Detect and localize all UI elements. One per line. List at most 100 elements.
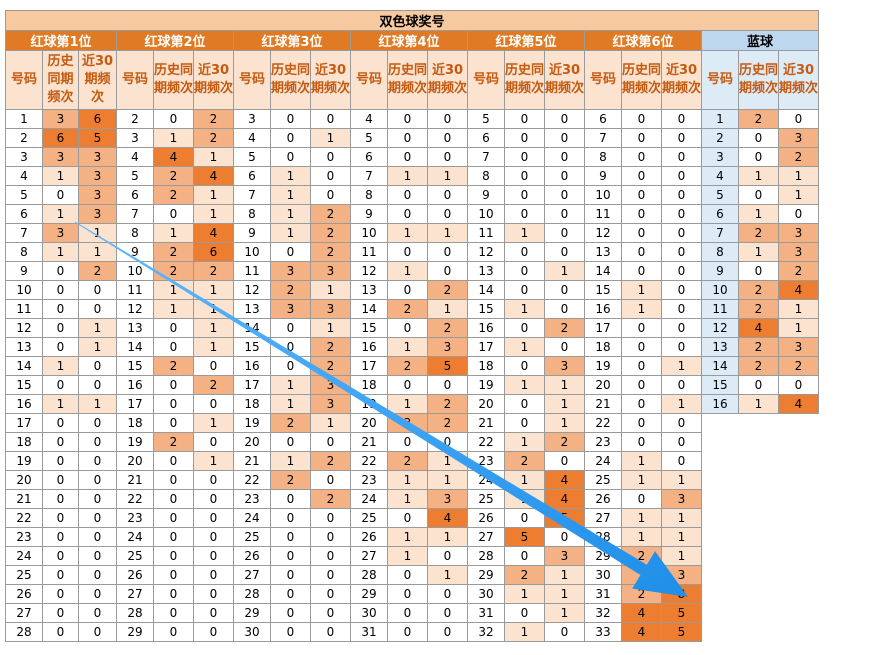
number-cell: 23	[350, 470, 388, 490]
recent30-freq-cell: 3	[661, 565, 702, 585]
recent30-freq-cell: 0	[661, 166, 702, 186]
recent30-freq-cell: 3	[427, 337, 468, 357]
history-freq-cell: 0	[738, 261, 779, 281]
recent30-freq-cell: 0	[661, 261, 702, 281]
history-freq-cell: 1	[42, 356, 79, 376]
history-freq-cell: 0	[387, 147, 428, 167]
recent30-freq-cell: 2	[427, 280, 468, 300]
history-freq-cell: 0	[504, 128, 545, 148]
history-freq-cell: 1	[42, 166, 79, 186]
number-cell: 17	[233, 375, 271, 395]
recent30-freq-cell: 0	[427, 185, 468, 205]
number-cell: 21	[233, 451, 271, 471]
history-freq-cell: 2	[387, 299, 428, 319]
recent30-freq-cell: 3	[78, 166, 117, 186]
recent30-freq-cell: 2	[310, 223, 351, 243]
table-row: 26 0 0 27 0 0 28 0 0 29 0 0 30 1 1 31 2 8	[5, 584, 819, 604]
recent30-freq-cell: 4	[778, 280, 819, 300]
number-cell: 11	[233, 261, 271, 281]
table-row: 24 0 0 25 0 0 26 0 0 27 1 0 28 0 3 29 2 1	[5, 546, 819, 566]
recent30-freq-cell: 0	[544, 622, 585, 642]
number-cell: 25	[116, 546, 154, 566]
recent30-freq-cell: 2	[78, 261, 117, 281]
empty-cell	[778, 565, 819, 585]
number-cell: 28	[233, 584, 271, 604]
history-freq-cell: 2	[738, 109, 779, 129]
recent30-freq-cell: 0	[427, 242, 468, 262]
history-freq-cell: 1	[387, 489, 428, 509]
history-freq-cell: 0	[153, 546, 194, 566]
number-cell: 27	[350, 546, 388, 566]
number-cell: 12	[701, 318, 739, 338]
recent30-freq-cell: 3	[78, 147, 117, 167]
history-freq-cell: 0	[504, 546, 545, 566]
history-freq-cell: 0	[42, 470, 79, 490]
number-cell: 10	[467, 204, 505, 224]
empty-cell	[778, 622, 819, 642]
recent30-freq-cell: 0	[78, 527, 117, 547]
history-freq-cell: 1	[621, 470, 662, 490]
number-cell: 18	[467, 356, 505, 376]
number-cell: 21	[350, 432, 388, 452]
recent30-freq-cell: 3	[661, 489, 702, 509]
recent30-freq-header: 近30期频次	[427, 50, 468, 110]
history-freq-cell: 1	[270, 451, 311, 471]
number-cell: 24	[350, 489, 388, 509]
number-cell: 6	[701, 204, 739, 224]
number-cell: 9	[233, 223, 271, 243]
recent30-freq-cell: 0	[310, 546, 351, 566]
empty-cell	[738, 470, 779, 490]
recent30-freq-cell: 1	[310, 413, 351, 433]
history-freq-cell: 0	[42, 280, 79, 300]
number-cell: 23	[467, 451, 505, 471]
number-cell: 14	[233, 318, 271, 338]
table-row: 12 0 1 13 0 1 14 0 1 15 0 2 16 0 2 17 0 0 12 4 1	[5, 318, 819, 338]
number-cell: 12	[350, 261, 388, 281]
number-cell: 19	[350, 394, 388, 414]
history-freq-cell: 1	[504, 584, 545, 604]
empty-cell	[738, 508, 779, 528]
number-cell: 28	[116, 603, 154, 623]
number-cell: 30	[467, 584, 505, 604]
recent30-freq-cell: 0	[78, 470, 117, 490]
number-cell: 11	[584, 204, 622, 224]
recent30-freq-cell: 6	[193, 242, 234, 262]
empty-cell	[738, 489, 779, 509]
number-cell: 3	[233, 109, 271, 129]
recent30-freq-cell: 0	[310, 565, 351, 585]
number-cell: 9	[116, 242, 154, 262]
number-cell: 10	[233, 242, 271, 262]
history-freq-cell: 0	[387, 242, 428, 262]
history-freq-cell: 0	[621, 413, 662, 433]
history-freq-cell: 0	[153, 394, 194, 414]
history-freq-cell: 1	[270, 204, 311, 224]
group-header-1: 红球第1位	[5, 30, 117, 51]
recent30-freq-cell: 1	[78, 394, 117, 414]
number-cell: 4	[233, 128, 271, 148]
history-freq-cell: 0	[270, 318, 311, 338]
history-freq-cell: 0	[738, 375, 779, 395]
recent30-freq-cell: 0	[78, 299, 117, 319]
number-cell: 12	[5, 318, 43, 338]
number-cell: 8	[233, 204, 271, 224]
history-freq-header: 历史同期频次	[621, 50, 662, 110]
recent30-freq-cell: 0	[310, 584, 351, 604]
number-cell: 5	[233, 147, 271, 167]
recent30-freq-cell: 0	[310, 470, 351, 490]
number-cell: 26	[116, 565, 154, 585]
recent30-freq-cell: 0	[193, 546, 234, 566]
recent30-freq-cell: 3	[427, 489, 468, 509]
group-header-5: 红球第5位	[467, 30, 585, 51]
subheader-row: 号码 历史同期频次 近30期频次 号码 历史同期频次 近30期频次 号码 历史同期频次 近30期…	[5, 50, 819, 110]
number-cell: 19	[5, 451, 43, 471]
recent30-freq-cell: 4	[544, 489, 585, 509]
recent30-freq-cell: 0	[544, 337, 585, 357]
history-freq-cell: 1	[42, 394, 79, 414]
recent30-freq-cell: 1	[193, 147, 234, 167]
table-row: 21 0 0 22 0 0 23 0 2 24 1 3 25 1 4 26 0 3	[5, 489, 819, 509]
recent30-freq-cell: 2	[193, 109, 234, 129]
recent30-freq-cell: 1	[310, 128, 351, 148]
number-cell: 1	[5, 109, 43, 129]
number-cell: 19	[584, 356, 622, 376]
recent30-freq-cell: 1	[193, 318, 234, 338]
